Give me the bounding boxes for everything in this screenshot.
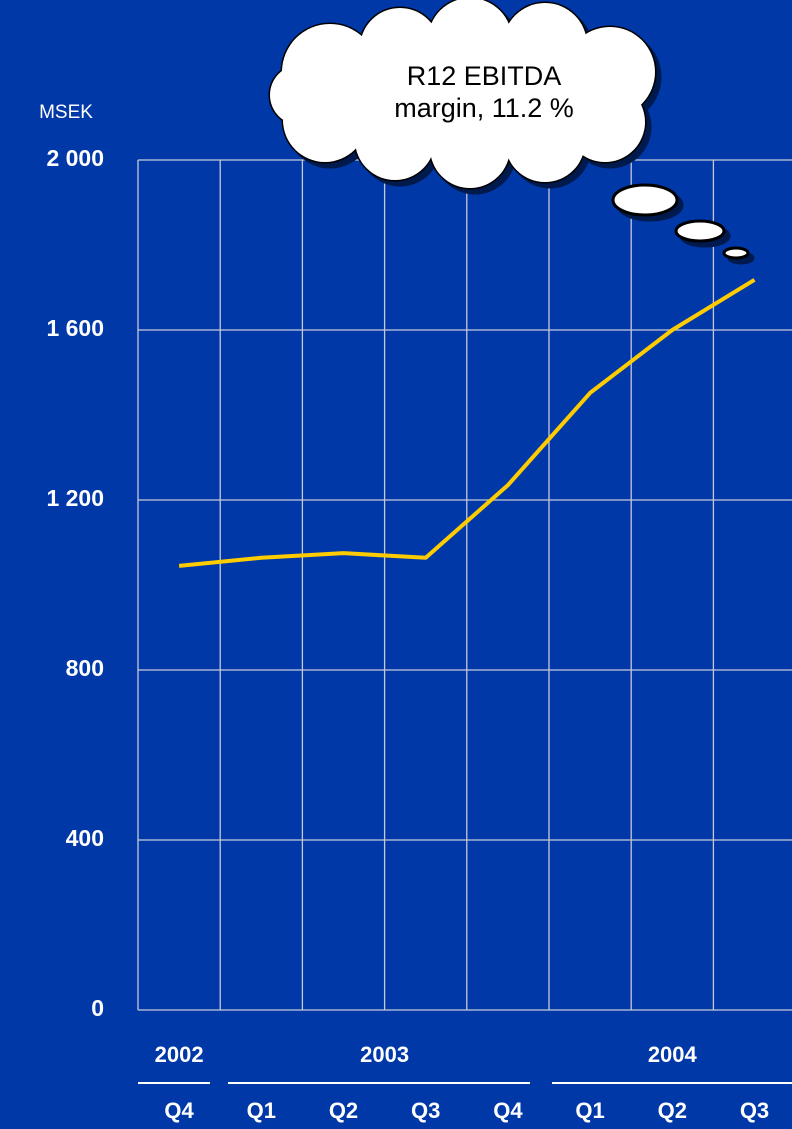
x-group-label: 2002 <box>155 1042 204 1067</box>
x-group-label: 2003 <box>360 1042 409 1067</box>
x-tick-label: Q2 <box>329 1098 358 1123</box>
x-tick-label: Q2 <box>658 1098 687 1123</box>
x-tick-label: Q3 <box>411 1098 440 1123</box>
cloud-bubble <box>611 183 679 217</box>
plot-area <box>137 159 792 1011</box>
cloud-fill <box>335 30 465 160</box>
x-tick-label: Q4 <box>164 1098 194 1123</box>
y-tick-label: 2 000 <box>46 145 104 171</box>
annotation: margin, 11.2 % <box>394 93 574 123</box>
cloud-fill <box>480 30 610 160</box>
x-group-label: 2004 <box>648 1042 698 1067</box>
cloud-fill <box>270 65 330 125</box>
y-axis-label: MSEK <box>39 102 93 123</box>
cloud-bubble <box>722 246 750 260</box>
x-tick-label: Q1 <box>247 1098 276 1123</box>
x-tick-label: Q1 <box>575 1098 604 1123</box>
data-line <box>178 278 756 568</box>
x-tick-label: Q3 <box>740 1098 769 1123</box>
annotation: R12 EBITDA <box>407 61 562 91</box>
y-tick-label: 1 200 <box>46 485 104 511</box>
x-tick-label: Q4 <box>493 1098 523 1123</box>
y-tick-label: 400 <box>66 825 104 851</box>
cloud-bubble <box>674 219 726 243</box>
y-tick-label: 0 <box>91 995 104 1021</box>
y-tick-label: 1 600 <box>46 315 104 341</box>
y-tick-label: 800 <box>66 655 104 681</box>
